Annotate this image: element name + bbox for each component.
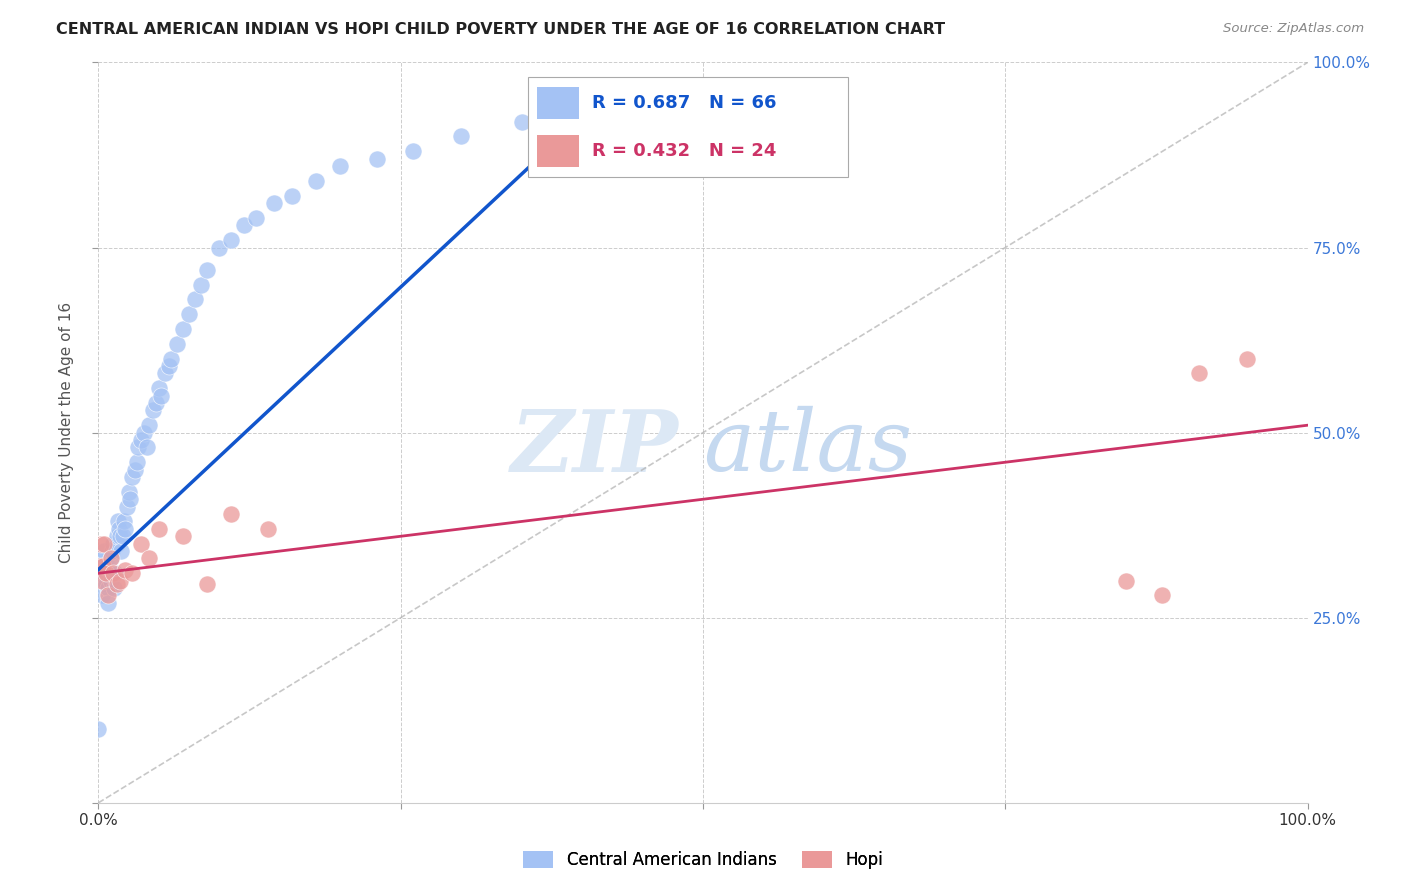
- Point: [124, 462, 146, 476]
- Point: [138, 551, 160, 566]
- Point: [121, 470, 143, 484]
- Point: [100, 551, 122, 566]
- Point: [90, 558, 112, 573]
- Point: [221, 507, 243, 521]
- Point: [127, 441, 149, 455]
- Text: CENTRAL AMERICAN INDIAN VS HOPI CHILD POVERTY UNDER THE AGE OF 16 CORRELATION CH: CENTRAL AMERICAN INDIAN VS HOPI CHILD PO…: [56, 22, 945, 37]
- Point: [118, 492, 141, 507]
- Point: [94, 566, 117, 581]
- Point: [111, 529, 134, 543]
- Point: [172, 322, 194, 336]
- Point: [190, 277, 212, 292]
- Point: [148, 381, 170, 395]
- Point: [150, 388, 173, 402]
- Point: [90, 536, 112, 550]
- Point: [402, 145, 425, 159]
- Point: [89, 558, 111, 573]
- Point: [208, 240, 231, 255]
- Point: [157, 359, 180, 373]
- Point: [108, 529, 131, 543]
- Point: [91, 558, 114, 573]
- Point: [100, 544, 122, 558]
- Point: [91, 551, 114, 566]
- Point: [87, 722, 110, 736]
- Point: [571, 107, 593, 121]
- Point: [305, 174, 328, 188]
- Point: [114, 563, 136, 577]
- Text: ZIP: ZIP: [510, 406, 679, 489]
- Point: [184, 293, 207, 307]
- Point: [153, 367, 176, 381]
- Point: [129, 536, 152, 550]
- Point: [1188, 367, 1211, 381]
- Point: [110, 544, 132, 558]
- Point: [148, 522, 170, 536]
- Point: [108, 574, 131, 588]
- Point: [172, 529, 194, 543]
- Point: [105, 577, 128, 591]
- Point: [96, 566, 118, 581]
- Point: [96, 558, 118, 573]
- Point: [121, 566, 143, 581]
- Point: [91, 558, 114, 573]
- Point: [105, 536, 128, 550]
- Point: [103, 581, 125, 595]
- Point: [112, 515, 135, 529]
- Point: [1152, 589, 1174, 603]
- Text: Source: ZipAtlas.com: Source: ZipAtlas.com: [1223, 22, 1364, 36]
- Point: [93, 536, 115, 550]
- Point: [145, 396, 167, 410]
- Legend: Central American Indians, Hopi: Central American Indians, Hopi: [516, 845, 890, 876]
- Point: [94, 577, 117, 591]
- Point: [1236, 351, 1258, 366]
- Point: [138, 418, 160, 433]
- Point: [510, 114, 533, 128]
- Point: [98, 563, 121, 577]
- Point: [97, 581, 120, 595]
- Point: [117, 500, 139, 514]
- Point: [105, 529, 128, 543]
- Y-axis label: Child Poverty Under the Age of 16: Child Poverty Under the Age of 16: [59, 302, 75, 563]
- Point: [134, 425, 156, 440]
- Point: [245, 211, 267, 225]
- Point: [97, 589, 120, 603]
- Point: [100, 551, 122, 566]
- Point: [263, 196, 285, 211]
- Point: [160, 351, 183, 366]
- Point: [256, 522, 278, 536]
- Point: [135, 441, 157, 455]
- Point: [195, 262, 218, 277]
- Point: [108, 522, 131, 536]
- Point: [114, 522, 136, 536]
- Point: [101, 566, 124, 581]
- Point: [142, 403, 165, 417]
- Point: [366, 152, 388, 166]
- Point: [232, 219, 254, 233]
- Point: [450, 129, 472, 144]
- Point: [107, 515, 129, 529]
- Point: [93, 544, 115, 558]
- Point: [89, 574, 111, 588]
- Point: [97, 596, 120, 610]
- Point: [101, 536, 124, 550]
- Point: [127, 455, 149, 469]
- Text: atlas: atlas: [703, 406, 912, 489]
- Point: [129, 433, 152, 447]
- Point: [1115, 574, 1137, 588]
- Point: [91, 589, 114, 603]
- Point: [91, 574, 114, 588]
- Point: [166, 336, 188, 351]
- Point: [281, 188, 304, 202]
- Point: [221, 233, 243, 247]
- Point: [329, 159, 352, 173]
- Point: [104, 566, 127, 581]
- Point: [100, 574, 122, 588]
- Point: [93, 566, 115, 581]
- Point: [195, 577, 218, 591]
- Point: [118, 484, 141, 499]
- Point: [179, 307, 201, 321]
